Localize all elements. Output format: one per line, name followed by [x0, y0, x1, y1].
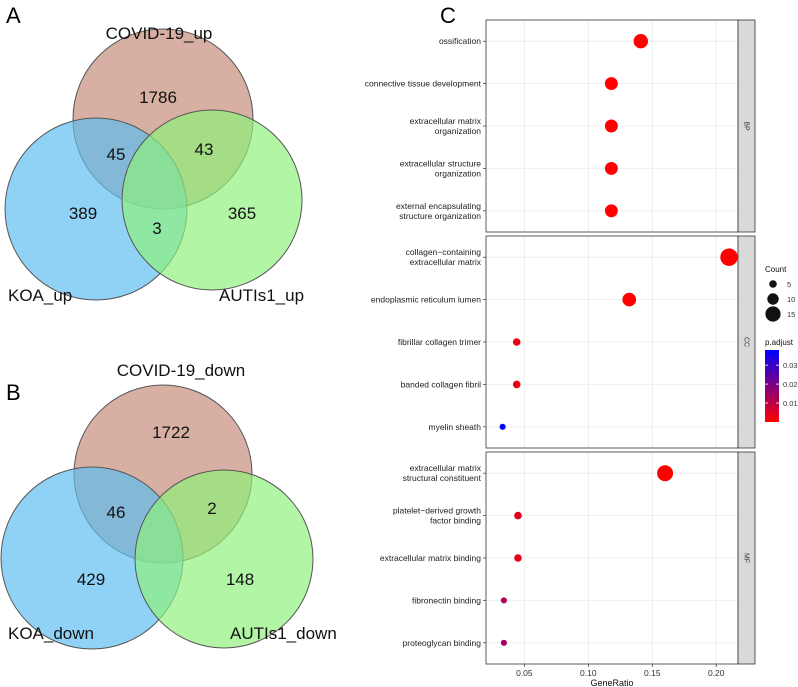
data-point: [720, 248, 738, 266]
venn-b: COVID-19_down KOA_down AUTIs1_down 1722 …: [0, 361, 337, 650]
legend-count-dot: [765, 306, 781, 322]
legend-count-dot: [769, 280, 777, 288]
legend-count-label: 10: [787, 295, 795, 304]
venn-a-top-right: 43: [195, 140, 214, 159]
venn-b-top-label: COVID-19_down: [117, 361, 246, 380]
x-tick-label: 0.10: [580, 668, 597, 678]
term-label: collagen−containing extracellular matrix: [406, 247, 482, 267]
term-label: proteoglycan binding: [403, 638, 482, 648]
term-label: platelet−derived growth factor binding: [393, 506, 481, 526]
term-label: fibrillar collagen trimer: [398, 337, 481, 347]
venn-b-left-only: 429: [77, 570, 105, 589]
venn-a-top-label: COVID-19_up: [106, 24, 213, 43]
data-point: [633, 33, 649, 49]
x-tick-label: 0.20: [708, 668, 725, 678]
panel-a-label: A: [6, 3, 21, 28]
facet-strip: [737, 235, 756, 449]
venn-a-top-only: 1786: [139, 88, 177, 107]
data-point: [500, 639, 507, 646]
data-point: [512, 338, 521, 346]
x-tick-label: 0.15: [644, 668, 661, 678]
legend-count-label: 15: [787, 310, 795, 319]
data-point: [604, 204, 618, 218]
term-label: endoplasmic reticulum lumen: [371, 295, 481, 305]
venn-b-left-label: KOA_down: [8, 624, 94, 643]
legend-padj-title: p.adjust: [765, 338, 794, 347]
x-axis-title: GeneRatio: [590, 678, 633, 687]
term-label: extracellular structure organization: [400, 158, 482, 178]
term-label: extracellular matrix structural constitue…: [403, 463, 482, 483]
data-point: [512, 380, 521, 389]
term-label: ossification: [439, 36, 481, 46]
data-point: [622, 292, 637, 307]
venn-a-right-label: AUTIs1_up: [219, 286, 304, 305]
legend-padj-label: 0.03: [783, 361, 798, 370]
data-point: [604, 77, 618, 91]
legend-count-title: Count: [765, 265, 787, 274]
legend-padj-bar: [765, 350, 779, 422]
venn-a-right-only: 365: [228, 204, 256, 223]
venn-b-top-right: 2: [207, 499, 216, 518]
legend-count-dot: [767, 293, 779, 305]
data-point: [500, 597, 507, 604]
data-point: [514, 554, 522, 562]
facet-strip-label: BP: [743, 121, 750, 131]
data-point: [514, 511, 522, 520]
data-point: [499, 423, 506, 430]
venn-a-center: 3: [152, 219, 161, 238]
term-label: external encapsulating structure organiza…: [396, 201, 481, 221]
facet-strip-label: MF: [743, 553, 750, 563]
term-label: fibronectin binding: [412, 595, 481, 605]
venn-b-right-circle: [134, 469, 314, 649]
go-dot-plot: ossification connective tissue developmen…: [365, 19, 798, 687]
facet-bp: ossification connective tissue developmen…: [365, 19, 756, 233]
data-point: [604, 161, 618, 175]
facet-mf: extracellular matrix structural constitue…: [380, 451, 756, 665]
term-label: myelin sheath: [429, 422, 482, 432]
venn-a-top-left: 45: [107, 145, 126, 164]
venn-b-right-only: 148: [226, 570, 254, 589]
panel-c-label: C: [440, 3, 456, 28]
facet-strip: [737, 451, 756, 665]
term-label: extracellular matrix organization: [410, 116, 482, 136]
venn-a: COVID-19_up KOA_up AUTIs1_up 1786 45 43 …: [4, 24, 304, 305]
term-label: connective tissue development: [365, 79, 482, 89]
panel-b-label: B: [6, 380, 21, 405]
venn-a-right-circle: [121, 109, 303, 291]
venn-b-right-label: AUTIs1_down: [230, 624, 337, 643]
venn-b-top-only: 1722: [152, 423, 190, 442]
facet-strip-label: CC: [743, 337, 750, 347]
venn-a-left-only: 389: [69, 204, 97, 223]
legend-count-label: 5: [787, 280, 791, 289]
facet-cc: collagen−containing extracellular matrix e…: [371, 235, 756, 449]
x-tick-label: 0.05: [516, 668, 533, 678]
legend-padj-label: 0.01: [783, 399, 798, 408]
legend-padj-label: 0.02: [783, 380, 798, 389]
term-label: banded collagen fibril: [401, 379, 481, 389]
venn-b-top-left: 46: [107, 503, 126, 522]
venn-a-left-label: KOA_up: [8, 286, 72, 305]
data-point: [657, 465, 674, 482]
data-point: [604, 119, 618, 133]
facet-strip: [737, 19, 756, 233]
term-label: extracellular matrix binding: [380, 553, 481, 563]
